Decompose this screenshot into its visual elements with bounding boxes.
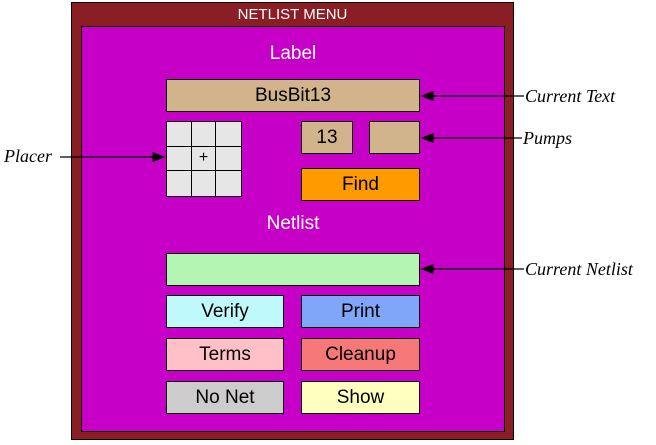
netlist-heading: Netlist: [266, 213, 320, 234]
verify-button[interactable]: Verify: [166, 295, 284, 328]
placer-cell-n[interactable]: [191, 122, 217, 147]
current-text-field[interactable]: BusBit13: [166, 79, 420, 112]
placer-cell-center[interactable]: +: [191, 146, 217, 172]
placer-grid[interactable]: +: [166, 121, 242, 197]
callout-pumps: Pumps: [523, 128, 572, 148]
placer-cell-nw[interactable]: [167, 122, 192, 147]
pump-second-field[interactable]: [369, 121, 420, 154]
terms-button[interactable]: Terms: [166, 338, 284, 371]
menu-title: NETLIST MENU: [237, 6, 348, 23]
placer-cell-s[interactable]: [192, 171, 217, 196]
placer-cell-ne[interactable]: [216, 122, 241, 147]
callout-placer: Placer: [4, 146, 52, 166]
pump-value-field[interactable]: 13: [301, 121, 353, 154]
placer-cell-sw[interactable]: [167, 171, 192, 196]
placer-cell-w[interactable]: [167, 146, 192, 172]
callout-current-text: Current Text: [525, 86, 616, 106]
show-button[interactable]: Show: [301, 381, 420, 414]
cleanup-button[interactable]: Cleanup: [301, 338, 420, 371]
callout-current-netlist: Current Netlist: [525, 259, 633, 279]
label-heading: Label: [269, 43, 317, 64]
no-net-button[interactable]: No Net: [166, 381, 284, 414]
placer-cell-e[interactable]: [216, 147, 241, 172]
print-button[interactable]: Print: [301, 295, 420, 328]
current-netlist-field[interactable]: [166, 253, 420, 286]
find-button[interactable]: Find: [301, 168, 420, 201]
